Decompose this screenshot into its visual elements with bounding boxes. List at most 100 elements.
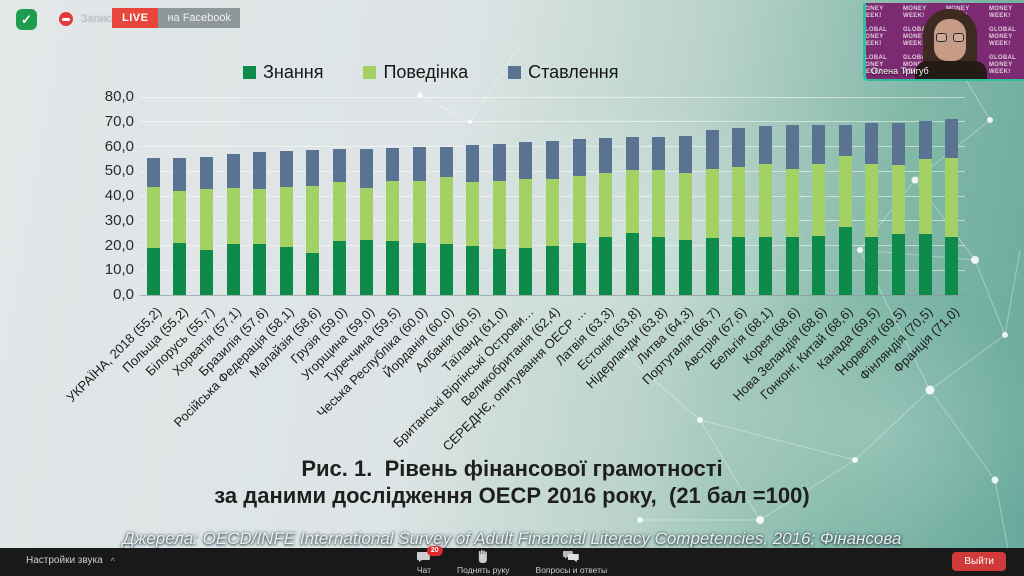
- chat-button[interactable]: 20 Чат: [416, 546, 443, 575]
- bar-segment-behavior: [865, 164, 879, 238]
- shield-check-icon[interactable]: ✓: [16, 9, 37, 30]
- bar-segment-attitude: [679, 135, 693, 174]
- legend-swatch-behavior: [363, 66, 377, 79]
- bar-segment-behavior: [439, 177, 453, 245]
- bar-segment-attitude: [546, 140, 559, 180]
- legend-item: Знання: [243, 62, 323, 83]
- bar-segment-behavior: [200, 188, 214, 251]
- backdrop-logo: GLOBAL MONEY WEEK!: [903, 3, 930, 19]
- qa-label: Вопросы и ответы: [535, 565, 608, 575]
- backdrop-logo: GLOBAL MONEY WEEK!: [989, 55, 1017, 75]
- bar-segment-knowledge: [705, 238, 719, 295]
- backdrop-logo: GLOBAL MONEY WEEK!: [864, 55, 888, 75]
- bar: [838, 125, 852, 295]
- x-axis: УКРАЇНА, 2018 (55,2) Польща (55,2) Білорус…: [62, 304, 963, 454]
- bar-segment-knowledge: [200, 250, 214, 295]
- audio-settings-label: Настройки звука: [26, 555, 103, 566]
- legend-item: Ставлення: [508, 62, 618, 83]
- chevron-up-icon[interactable]: ^: [110, 555, 115, 566]
- glasses-icon: [936, 33, 964, 42]
- bar-segment-behavior: [466, 181, 480, 246]
- bar-segment-knowledge: [359, 239, 373, 295]
- bar-segment-knowledge: [226, 244, 240, 295]
- bar-segment-attitude: [333, 149, 347, 182]
- bar-segment-attitude: [253, 152, 267, 189]
- bar-segment-knowledge: [918, 233, 932, 295]
- qa-button[interactable]: Вопросы и ответы: [535, 550, 608, 575]
- bar-segment-knowledge: [732, 237, 746, 295]
- raise-hand-icon: [477, 550, 489, 563]
- bar-segment-knowledge: [572, 243, 586, 295]
- bar-segment-attitude: [439, 146, 453, 178]
- webcam-video[interactable]: GLOBAL MONEY WEEK! GLOBAL MONEY WEEK! GLOB…: [863, 3, 1024, 81]
- gridline: [140, 96, 965, 98]
- leave-button[interactable]: Выйти: [952, 552, 1006, 571]
- bar: [386, 147, 400, 295]
- bar-segment-attitude: [226, 153, 240, 188]
- bar: [173, 158, 187, 295]
- backdrop-logo: GLOBAL MONEY WEEK!: [989, 3, 1016, 19]
- bar: [918, 120, 932, 295]
- bar-segment-behavior: [412, 180, 426, 244]
- y-axis-label: 20,0: [104, 236, 134, 254]
- bar-segment-knowledge: [306, 252, 320, 295]
- backdrop-logo: GLOBAL MONEY WEEK!: [989, 27, 1017, 47]
- bar: [359, 148, 373, 295]
- bar-segment-behavior: [705, 168, 719, 239]
- bar: [519, 141, 533, 295]
- caption-line1: Рис. 1. Рівень фінансової грамотності: [301, 456, 723, 481]
- bar-segment-knowledge: [173, 243, 187, 295]
- bar-segment-attitude: [599, 138, 613, 173]
- bar-segment-behavior: [546, 179, 559, 246]
- bar: [679, 135, 693, 295]
- qa-icon: [563, 550, 580, 563]
- bar-segment-knowledge: [758, 237, 772, 295]
- chat-label: Чат: [416, 565, 431, 575]
- bar-segment-behavior: [812, 164, 826, 237]
- bar-segment-behavior: [146, 186, 160, 248]
- raise-hand-button[interactable]: Поднять руку: [457, 550, 510, 575]
- bar-segment-knowledge: [838, 226, 852, 295]
- bar-segment-knowledge: [519, 247, 533, 295]
- bar-segment-knowledge: [546, 245, 559, 295]
- live-badge[interactable]: LIVE: [112, 8, 159, 28]
- bar-segment-knowledge: [279, 246, 293, 295]
- bar-segment-attitude: [492, 144, 506, 181]
- bar-segment-attitude: [705, 129, 719, 169]
- record-icon[interactable]: [59, 12, 73, 26]
- live-status: LIVE на Facebook: [112, 8, 241, 28]
- audio-settings-button[interactable]: Настройки звука ^: [26, 555, 115, 566]
- facebook-badge[interactable]: на Facebook: [158, 8, 241, 28]
- chart-caption: Рис. 1. Рівень фінансової грамотності за…: [0, 455, 1024, 509]
- legend-label: Ставлення: [528, 62, 619, 82]
- bar-segment-knowledge: [812, 236, 826, 295]
- bar-segment-knowledge: [679, 239, 693, 295]
- bar: [279, 151, 293, 295]
- bar-segment-attitude: [838, 125, 852, 156]
- bar-segment-behavior: [492, 180, 506, 249]
- chart-legend: Знання Поведінка Ставлення: [243, 62, 618, 83]
- gridline: [140, 294, 965, 296]
- bar-segment-behavior: [173, 191, 187, 244]
- bar-segment-behavior: [785, 169, 799, 238]
- bar-segment-behavior: [306, 185, 320, 253]
- bar-segment-attitude: [359, 148, 373, 188]
- raise-hand-label: Поднять руку: [456, 565, 510, 575]
- bar-segment-knowledge: [146, 247, 160, 295]
- caption-line2: за даними дослідження ОЕСР 2016 року, (2…: [214, 483, 810, 508]
- bar-segment-knowledge: [945, 237, 959, 295]
- bar-segment-attitude: [386, 147, 400, 181]
- bar-segment-attitude: [173, 158, 187, 192]
- bar-segment-behavior: [945, 158, 959, 238]
- bar-segment-knowledge: [625, 232, 639, 295]
- bar-segment-knowledge: [599, 237, 613, 295]
- bar-segment-attitude: [812, 125, 826, 165]
- bar-segment-attitude: [146, 158, 160, 187]
- y-axis-label: 60,0: [104, 137, 134, 155]
- legend-item: Поведінка: [363, 62, 468, 83]
- bar: [466, 145, 480, 295]
- bar-segment-behavior: [732, 166, 746, 238]
- bar-segment-knowledge: [439, 244, 453, 295]
- bar-segment-attitude: [466, 145, 480, 182]
